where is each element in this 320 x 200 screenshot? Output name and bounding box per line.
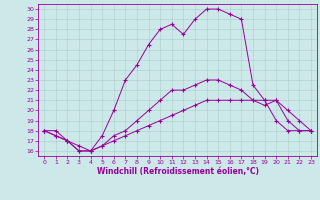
X-axis label: Windchill (Refroidissement éolien,°C): Windchill (Refroidissement éolien,°C)	[97, 167, 259, 176]
